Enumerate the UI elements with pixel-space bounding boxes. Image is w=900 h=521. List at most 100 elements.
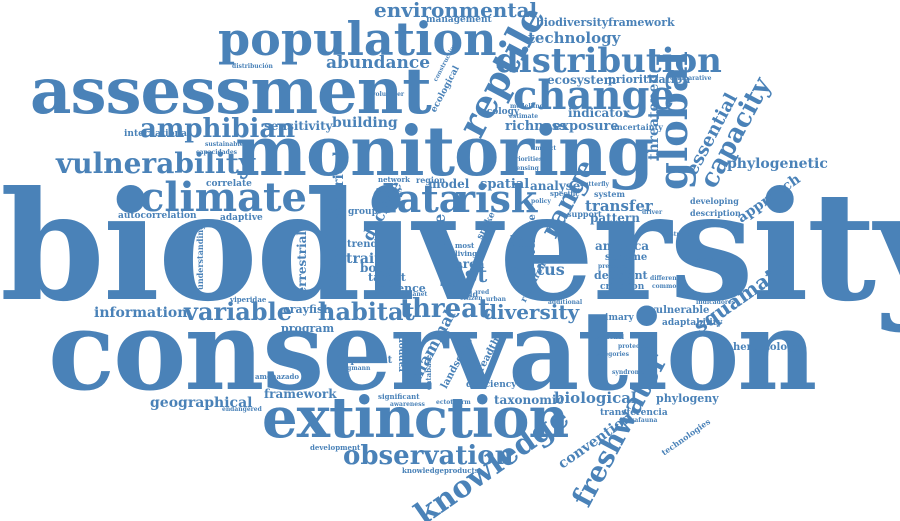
word-risk: risk	[455, 176, 538, 221]
word-network: network	[378, 175, 411, 184]
word-pattern: pattern	[590, 211, 640, 225]
word-deficiency: deficiency	[466, 380, 517, 390]
word-amenazado: amenazado	[255, 372, 300, 381]
word-common: common	[652, 283, 681, 290]
word-america: america	[595, 239, 650, 253]
word-uncertainty: uncertainty	[611, 122, 663, 132]
word-technologies: technologies	[659, 416, 713, 458]
word-exposure: exposure	[553, 119, 619, 134]
word-group: group	[348, 207, 378, 217]
word-ectotherm: ectotherm	[436, 399, 471, 406]
word-list: list	[448, 262, 488, 288]
word-bergmann: bergmann	[336, 365, 371, 372]
word-understanding: understanding	[195, 224, 205, 290]
word-primary: primary	[594, 313, 634, 323]
word-knowledgeproducts: knowledgeproducts	[402, 466, 479, 475]
word-technology: technology	[528, 29, 621, 47]
word-butterfly: butterfly	[580, 181, 609, 188]
word-geographical: geographical	[150, 395, 253, 411]
word-world: world	[453, 289, 479, 299]
word-convencion: convención	[683, 256, 721, 263]
word-phylogenetic: phylogenetic	[727, 156, 828, 172]
word-biological: biological	[554, 389, 637, 407]
word-categories: categories	[594, 351, 629, 358]
word-rapport: rapport	[397, 333, 407, 372]
word-awareness: awareness	[390, 401, 425, 408]
word-deficient: deficient	[594, 269, 648, 282]
word-level: level	[510, 235, 526, 242]
word-sensing: sensing	[513, 165, 539, 172]
word-seasonal: seasonal	[595, 334, 624, 341]
word-body: body	[360, 261, 392, 275]
word-viperidae: viperidae	[230, 295, 267, 304]
word-sustainable: sustainable	[205, 141, 244, 148]
word-vulnerable: vulnerable	[650, 305, 710, 316]
word-indicator: indicator	[568, 106, 630, 120]
word-impact: impact	[533, 145, 557, 152]
word-development: development	[310, 443, 361, 452]
word-capacidades: capacidades	[196, 149, 238, 156]
word-indicadores: indicadores	[696, 299, 736, 306]
word-environmental: environmental	[374, 0, 538, 22]
word-crayfish: crayfish	[283, 303, 332, 316]
word-data: data	[370, 176, 464, 221]
word-trend: trend	[347, 239, 378, 250]
word-abundance: abundance	[326, 53, 431, 73]
word-comparative: comparative	[670, 75, 712, 82]
word-endangered: endangered	[222, 406, 262, 413]
word-change: change	[513, 72, 675, 119]
word-management: management	[426, 15, 492, 25]
word-megafauna: megafauna	[620, 417, 658, 424]
word-planet: planet	[406, 291, 428, 298]
word-terrestrial: terrestrial	[295, 231, 309, 300]
word-criterion: criterion	[600, 282, 645, 292]
word-conservation: conservation	[48, 286, 817, 415]
word-significant: significant	[378, 392, 420, 401]
word-richness: richness	[505, 119, 567, 134]
word-developing: developing	[690, 196, 739, 206]
word-region: region	[416, 175, 446, 185]
word-correlate: correlate	[206, 179, 252, 189]
word-ecology: ecology	[481, 107, 520, 117]
word-science: science	[380, 282, 426, 295]
word-assessment: assessment	[30, 54, 432, 129]
word-protected: protected	[618, 343, 651, 350]
word-local: local	[440, 281, 457, 288]
word-phylogeny: phylogeny	[656, 392, 719, 405]
word-urban: urban	[486, 296, 506, 303]
word-variable: variable	[184, 297, 292, 326]
word-spatial: spatial	[480, 177, 530, 192]
word-syndrome: syndrome	[612, 369, 645, 376]
word-estimate: estimate	[509, 113, 539, 120]
word-modelling: modelling	[510, 103, 544, 110]
word-trait: trait	[346, 251, 381, 267]
word-observation: observation	[343, 441, 514, 471]
word-distribution: distribution	[495, 41, 722, 81]
word-support: support	[567, 209, 602, 219]
word-sensitivity: sensitivity	[264, 119, 333, 133]
word-amphibian: amphibian	[140, 114, 296, 144]
word-area: area	[455, 257, 485, 271]
word-factor: factor	[510, 242, 531, 249]
word-vulnerability: vulnerability	[56, 147, 256, 180]
word-volunteer: volunteer	[372, 91, 405, 98]
word-adaptability: adaptability	[662, 318, 723, 328]
word-target: target	[368, 271, 406, 284]
word-adaptive: adaptive	[220, 213, 263, 223]
word-living: living	[455, 249, 478, 258]
word-size: size	[430, 213, 449, 248]
word-status: status	[510, 260, 565, 279]
word-description: description	[690, 208, 741, 218]
word-important: important	[336, 355, 393, 366]
word-system: system	[594, 189, 625, 199]
word-red: red	[478, 289, 490, 296]
word-building: building	[332, 115, 398, 131]
word-prioritization: prioritization	[608, 73, 691, 86]
word-transfer: transfer	[585, 197, 653, 215]
word-database: database	[424, 354, 433, 390]
word-model: model	[428, 177, 470, 191]
word-scheme: scheme	[605, 252, 648, 263]
word-source: source	[376, 185, 403, 194]
word-biodiversityframework: biodiversityframework	[536, 16, 675, 29]
